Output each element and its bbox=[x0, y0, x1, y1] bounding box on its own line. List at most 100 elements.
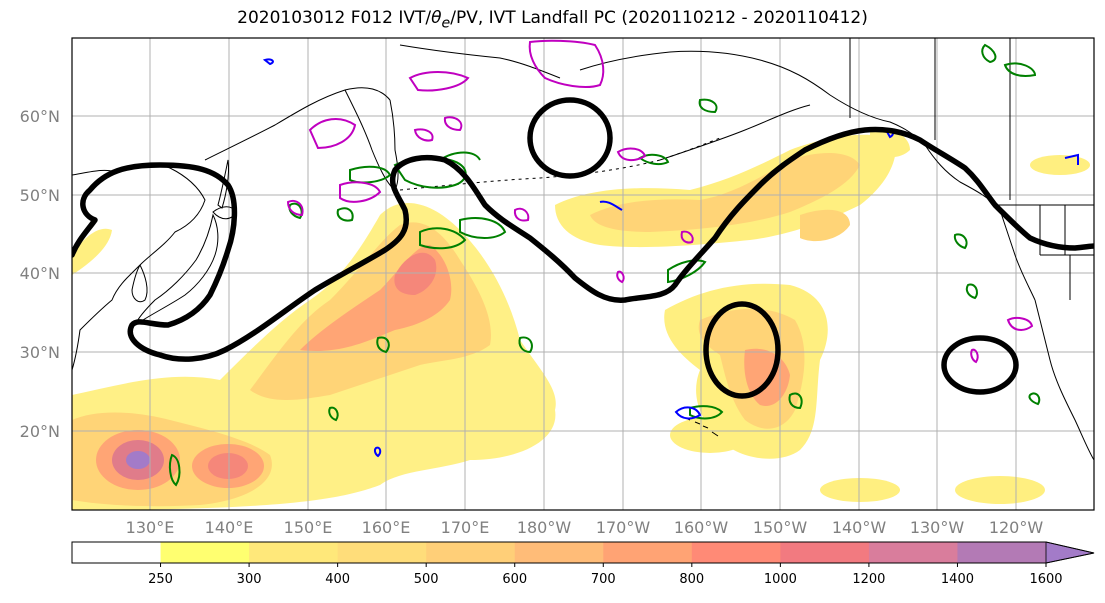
colorbar-tick-label: 400 bbox=[325, 572, 350, 587]
ivt-region-ar-max bbox=[394, 252, 437, 295]
theta-e-cold-contour bbox=[262, 58, 274, 66]
lat-label: 40°N bbox=[20, 264, 60, 283]
lon-label: 140°E bbox=[205, 518, 254, 537]
theta-e-contour bbox=[953, 233, 968, 250]
theta-e-contour bbox=[1003, 62, 1037, 77]
coast-alaska bbox=[579, 50, 1001, 211]
lat-label: 50°N bbox=[20, 186, 60, 205]
colorbar-tick-label: 500 bbox=[414, 572, 439, 587]
pv-contour bbox=[1006, 317, 1034, 331]
theta-e-contour bbox=[1028, 392, 1041, 406]
colorbar-bins bbox=[72, 542, 1047, 563]
theta-e-contour bbox=[459, 217, 507, 239]
colorbar-tick-label: 700 bbox=[591, 572, 616, 587]
lat-labels: 60°N 50°N 40°N 30°N 20°N bbox=[20, 107, 60, 441]
coast-sakhalin bbox=[217, 159, 229, 209]
theta-e-cold-contour bbox=[1064, 153, 1079, 165]
pv-contour bbox=[339, 181, 382, 203]
colorbar-tick-label: 250 bbox=[148, 572, 173, 587]
colorbar-bin bbox=[603, 542, 693, 563]
colorbar-bin bbox=[249, 542, 339, 563]
landfall-pc-main-contour bbox=[72, 126, 1094, 362]
border-us-states bbox=[1039, 205, 1094, 300]
pv-contour bbox=[616, 147, 647, 162]
figure-title: 2020103012 F012 IVT/θe/PV, IVT Landfall … bbox=[237, 8, 868, 32]
coast-bc bbox=[999, 209, 1036, 301]
ivt-patch-east-3 bbox=[955, 476, 1045, 504]
theta-e-contour bbox=[518, 336, 533, 354]
ivt-region-gulf-alaska bbox=[800, 209, 850, 242]
colorbar-tick-label: 800 bbox=[679, 572, 704, 587]
theta-e-cold-contour bbox=[599, 200, 623, 211]
colorbar-bin bbox=[160, 542, 250, 563]
lat-label: 30°N bbox=[20, 343, 60, 362]
landfall-pc-contour-north bbox=[527, 97, 613, 179]
pv-contour bbox=[286, 199, 304, 217]
lon-label: 140°W bbox=[832, 518, 887, 537]
pv-contour bbox=[408, 71, 470, 92]
coast-aleutians bbox=[399, 137, 721, 191]
pv-contour bbox=[308, 118, 357, 150]
colorbar-extend-arrow bbox=[1045, 541, 1095, 564]
theta-e-contour bbox=[376, 336, 390, 354]
theta-e-contour bbox=[965, 283, 978, 300]
theta-e-cold-contour bbox=[373, 446, 382, 458]
gridlines bbox=[72, 38, 1094, 510]
lat-label: 20°N bbox=[20, 422, 60, 441]
colorbar-tick-label: 1400 bbox=[941, 572, 974, 587]
pv-contour bbox=[680, 230, 694, 244]
lon-label: 170°W bbox=[596, 518, 651, 537]
colorbar-tick-label: 300 bbox=[237, 572, 262, 587]
lon-label: 150°W bbox=[753, 518, 808, 537]
map-panel bbox=[72, 38, 1094, 510]
coast-us-west bbox=[1034, 299, 1094, 461]
colorbar-bin bbox=[868, 542, 958, 563]
colorbar: 250 300 400 500 600 700 800 1000 1200 1400 1600 bbox=[71, 541, 1095, 587]
pv-contours bbox=[286, 39, 1034, 364]
coast-alaska-peninsula bbox=[659, 104, 811, 161]
colorbar-bin bbox=[337, 542, 427, 563]
ivt-fill-layer bbox=[72, 128, 1090, 510]
lon-label: 130°E bbox=[126, 518, 175, 537]
ivt-patch-hawaii bbox=[670, 417, 750, 453]
colorbar-bin bbox=[780, 542, 870, 563]
ivt-region-japan-sea bbox=[72, 228, 112, 275]
lon-label: 120°W bbox=[989, 518, 1044, 537]
ivt-patch-east-2 bbox=[1030, 155, 1090, 175]
colorbar-bin bbox=[514, 542, 604, 563]
lon-label: 130°W bbox=[910, 518, 965, 537]
theta-e-cold-contour bbox=[674, 406, 702, 420]
colorbar-tick-label: 600 bbox=[502, 572, 527, 587]
coast-okhotsk bbox=[204, 87, 391, 161]
lon-label: 150°E bbox=[284, 518, 333, 537]
ivt-patch-east-1 bbox=[820, 478, 900, 502]
colorbar-tick-label: 1200 bbox=[852, 572, 885, 587]
ivt-region-bc-coast bbox=[870, 128, 910, 158]
landfall-pc-contour-central bbox=[703, 301, 781, 399]
coast-japan bbox=[133, 213, 219, 327]
colorbar-tick-label: 1000 bbox=[764, 572, 797, 587]
colorbar-bin bbox=[957, 542, 1047, 563]
pv-contour bbox=[443, 116, 463, 132]
ivt-cyclone-east-core bbox=[208, 453, 248, 479]
pv-contour bbox=[616, 270, 625, 284]
colorbar-bin bbox=[72, 542, 162, 563]
lon-label: 160°W bbox=[674, 518, 729, 537]
pv-contour bbox=[970, 348, 979, 364]
theta-e-contour bbox=[419, 227, 467, 250]
lon-label: 170°E bbox=[441, 518, 490, 537]
lon-label: 180°W bbox=[517, 518, 572, 537]
colorbar-bin bbox=[426, 542, 516, 563]
pv-contour bbox=[528, 39, 605, 88]
coast-korea bbox=[131, 264, 148, 303]
theta-e-contour bbox=[638, 153, 670, 166]
ivt-cyclone-west-eye bbox=[126, 451, 150, 469]
theta-e-contour bbox=[698, 98, 718, 114]
landfall-pc-contours bbox=[72, 97, 1094, 399]
colorbar-bin bbox=[691, 542, 781, 563]
theta-e-contour bbox=[788, 392, 803, 410]
colorbar-ticks: 250 300 400 500 600 700 800 1000 1200 1400 1600 bbox=[148, 563, 1063, 587]
lat-label: 60°N bbox=[20, 107, 60, 126]
